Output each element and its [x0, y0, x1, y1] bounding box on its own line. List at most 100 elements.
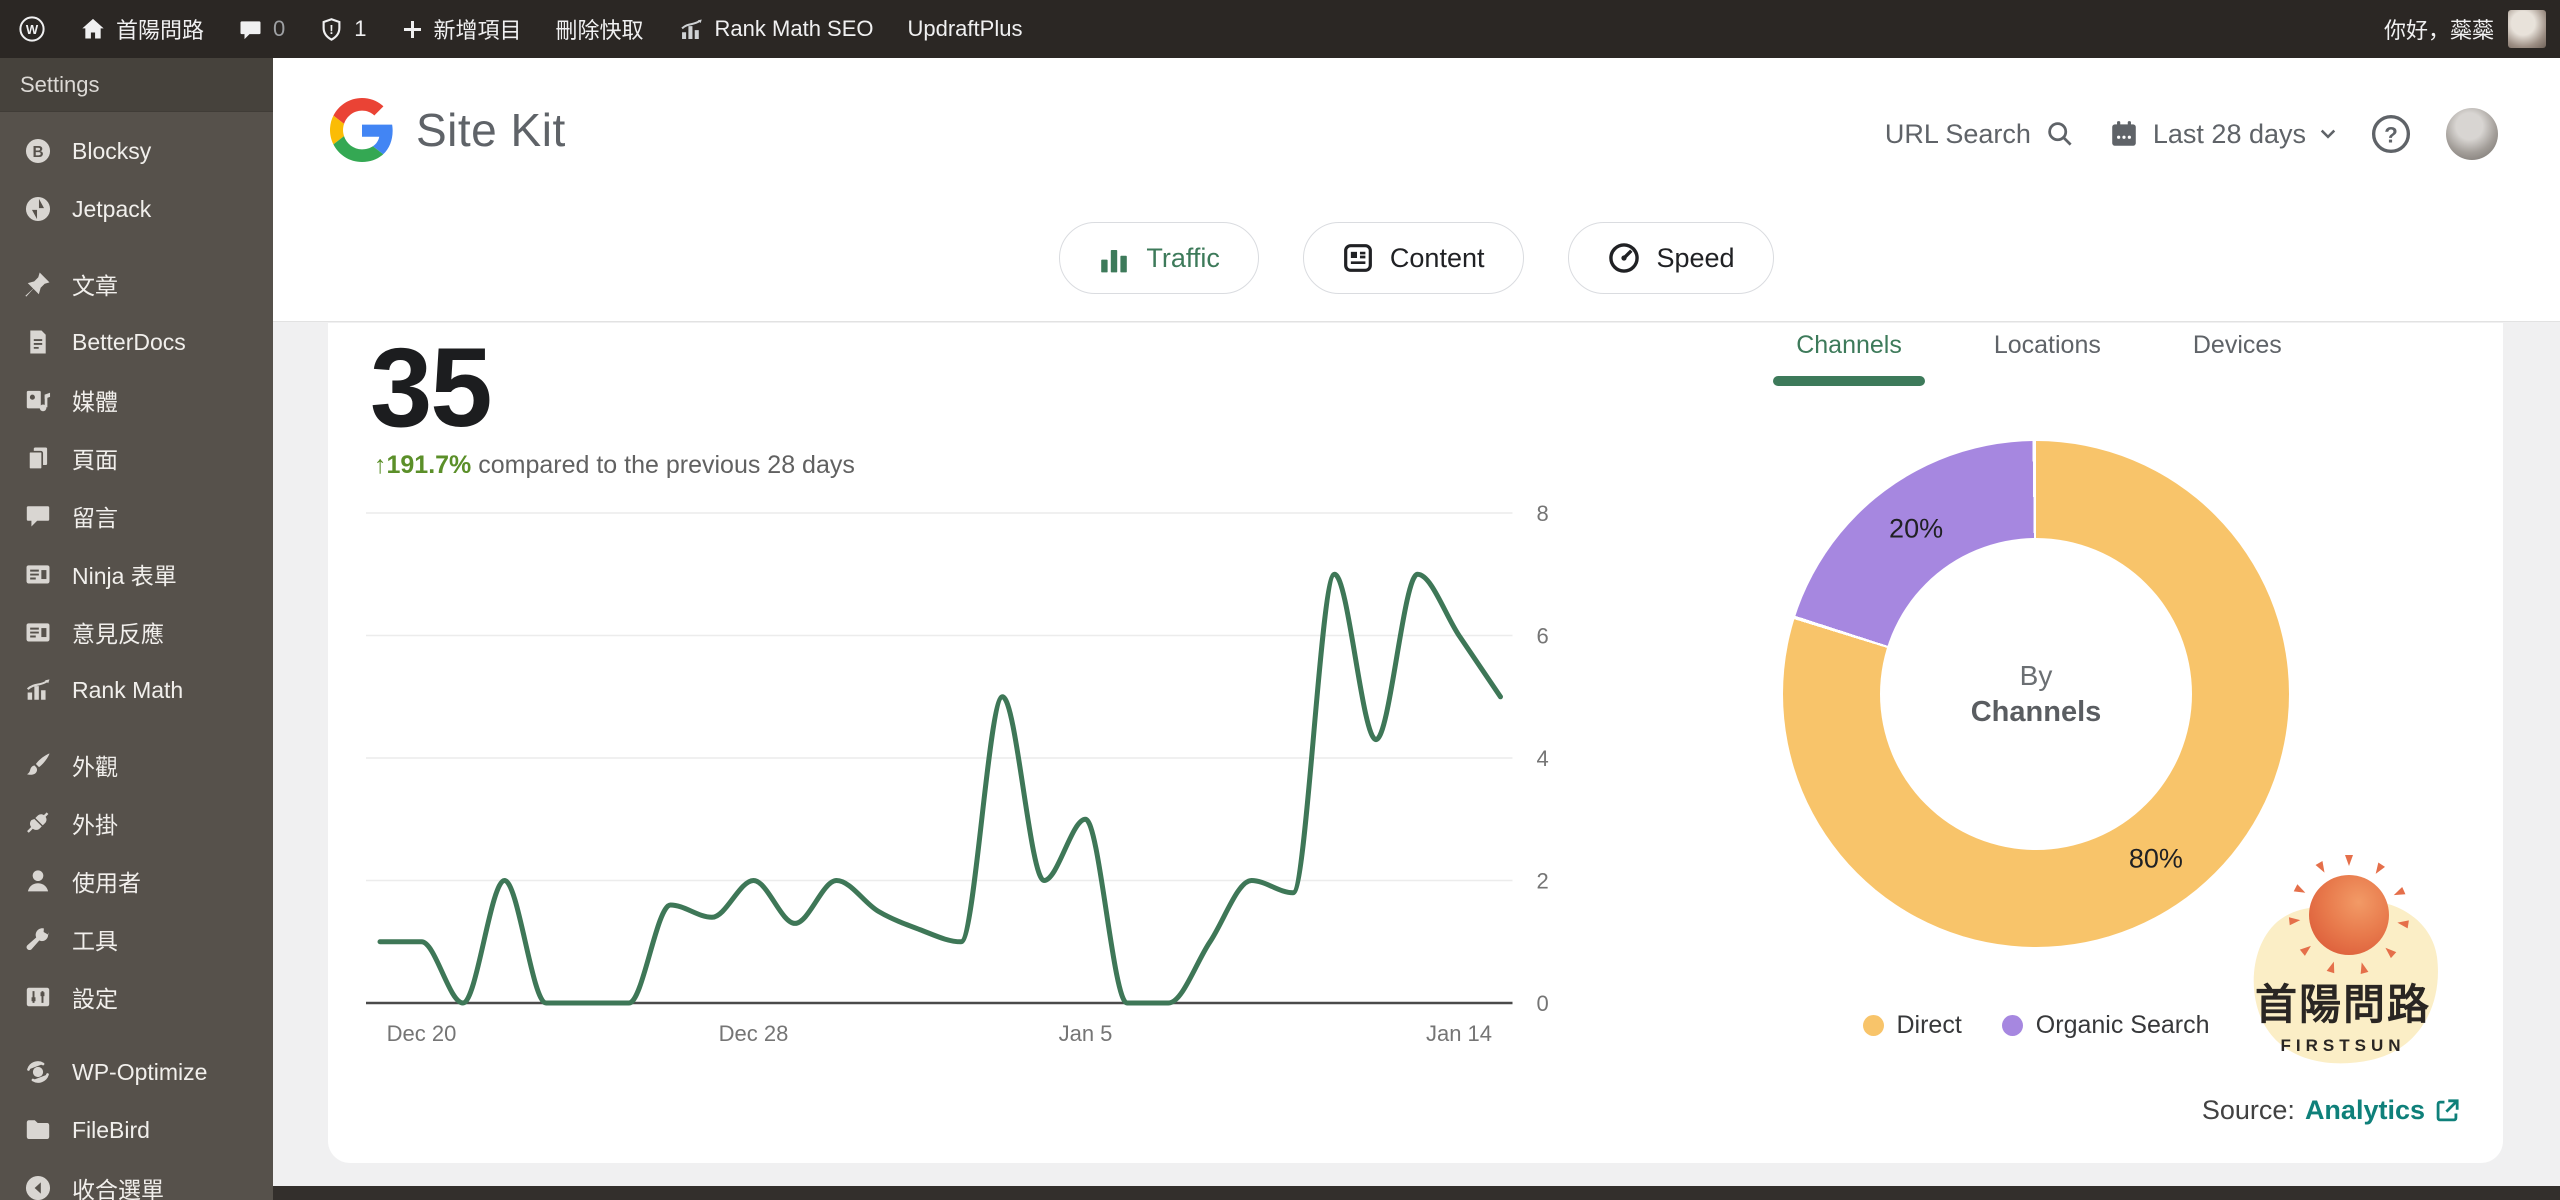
tab-locations[interactable]: Locations — [1994, 331, 2101, 386]
folder-icon — [24, 1116, 52, 1144]
tab-content[interactable]: Content — [1302, 222, 1524, 294]
sidebar-item-label: BetterDocs — [72, 328, 186, 355]
sidebar-item-plugins[interactable]: 外掛 — [0, 794, 273, 852]
svg-text:首陽問路: 首陽問路 — [2255, 981, 2431, 1028]
svg-text:B: B — [32, 144, 43, 161]
sidebar-item-appearance[interactable]: 外觀 — [0, 736, 273, 794]
blocksy-icon: B — [24, 137, 52, 165]
tab-channels-label: Channels — [1796, 331, 1902, 359]
source-attribution: Source: Analytics — [2202, 1095, 2461, 1126]
tab-devices[interactable]: Devices — [2193, 331, 2282, 386]
tab-speed[interactable]: Speed — [1567, 222, 1774, 294]
product-title: Site Kit — [416, 104, 566, 156]
wrench-icon — [24, 925, 52, 953]
legend-item-direct: Direct — [1862, 1011, 1962, 1040]
comment-icon — [24, 502, 52, 530]
sidebar-item-label: Jetpack — [72, 195, 152, 222]
comments-indicator[interactable]: 0 — [238, 16, 285, 42]
wp-optimize-icon — [24, 1058, 52, 1086]
alerts-count: 1 — [354, 16, 367, 41]
sidebar-item-posts[interactable]: 文章 — [0, 255, 273, 313]
change-percent: 191.7% — [386, 451, 472, 479]
tab-traffic[interactable]: Traffic — [1059, 222, 1259, 294]
analytics-card: 35 ↑191.7% compared to the previous 28 d… — [328, 323, 2503, 1163]
wordpress-logo-menu[interactable]: W — [18, 15, 46, 43]
calendar-icon — [2112, 121, 2136, 146]
rank-math-menu[interactable]: Rank Math SEO — [678, 16, 874, 43]
collapse-arrow-icon — [24, 1174, 52, 1200]
sidebar-item-tools[interactable]: 工具 — [0, 910, 273, 968]
security-alerts[interactable]: ! 1 — [319, 16, 367, 42]
sidebar-item-filebird[interactable]: FileBird — [0, 1101, 273, 1159]
pushpin-icon — [24, 270, 52, 298]
donut-slice-label-organic: 20% — [1889, 513, 1944, 544]
help-button[interactable]: ? — [2370, 113, 2412, 155]
new-item-label: 新增項目 — [433, 18, 522, 43]
total-visitors-value: 35 — [370, 325, 493, 450]
sidebar-item-label: Rank Math — [72, 676, 184, 703]
trend-up-arrow: ↑ — [374, 451, 387, 479]
user-greeting[interactable]: 你好，蘂蘂 — [2383, 18, 2494, 43]
sliders-icon — [24, 983, 52, 1011]
pages-icon — [24, 444, 52, 472]
url-search-button[interactable]: URL Search — [1885, 119, 2075, 150]
svg-text:4: 4 — [1537, 746, 1549, 771]
legend-label-organic: Organic Search — [2035, 1011, 2210, 1039]
clear-cache-menu[interactable]: 刪除快取 — [556, 13, 644, 45]
site-name-link[interactable]: 首陽問路 — [80, 13, 204, 45]
sidebar-item-media[interactable]: 媒體 — [0, 371, 273, 429]
admin-sidebar: Settings B Blocksy Jetpack 文章 BetterDocs… — [0, 58, 273, 1200]
sidebar-item-label: 文章 — [72, 273, 118, 299]
svg-text:W: W — [26, 22, 39, 37]
sidebar-item-jetpack[interactable]: Jetpack — [0, 180, 273, 238]
sidebar-item-label: 外觀 — [72, 754, 118, 780]
new-item-menu[interactable]: 新增項目 — [401, 13, 522, 45]
admin-avatar[interactable] — [2508, 10, 2546, 48]
date-range-selector[interactable]: Last 28 days — [2109, 119, 2336, 150]
sidebar-item-label: 媒體 — [72, 389, 118, 415]
sidebar-item-settings-header[interactable]: Settings — [0, 58, 273, 112]
breakdown-tabs: Channels Locations Devices — [1739, 331, 2339, 386]
sidebar-item-collapse-menu[interactable]: 收合選單 — [0, 1159, 273, 1200]
plug-icon — [24, 809, 52, 837]
sidebar-item-label: 設定 — [72, 986, 118, 1012]
sidebar-item-wp-optimize[interactable]: WP-Optimize — [0, 1043, 273, 1101]
sidebar-item-ninja-forms[interactable]: Ninja 表單 — [0, 545, 273, 603]
updraftplus-menu[interactable]: UpdraftPlus — [908, 16, 1023, 42]
form-icon — [24, 560, 52, 588]
user-avatar[interactable] — [2446, 108, 2498, 160]
donut-slice-label-direct: 80% — [2128, 843, 2183, 874]
sidebar-item-settings[interactable]: 設定 — [0, 968, 273, 1026]
tab-channels[interactable]: Channels — [1796, 331, 1902, 386]
visitors-line-chart[interactable]: 0 2 4 6 8 Dec 20 Dec 28 Jan 5 Jan 14 — [358, 493, 1598, 1073]
settings-header-label: Settings — [20, 71, 100, 97]
source-label: Source: — [2201, 1095, 2295, 1125]
svg-text:8: 8 — [1537, 501, 1549, 526]
site-kit-logo: Site Kit — [330, 98, 566, 162]
analytics-source-link[interactable]: Analytics — [2305, 1095, 2461, 1126]
user-icon — [24, 867, 52, 895]
sidebar-item-blocksy[interactable]: B Blocksy — [0, 122, 273, 180]
sidebar-item-label: 留言 — [72, 505, 118, 531]
comment-icon — [240, 20, 261, 39]
firstsun-watermark-logo: 首陽問路 FIRSTSUN — [2253, 855, 2438, 1064]
rank-math-chart-icon — [680, 19, 702, 39]
sidebar-item-comments[interactable]: 留言 — [0, 487, 273, 545]
rank-math-label: Rank Math SEO — [714, 16, 874, 41]
sidebar-item-feedback[interactable]: 意見反應 — [0, 603, 273, 661]
sidebar-item-pages[interactable]: 頁面 — [0, 429, 273, 487]
legend-dot-organic — [2001, 1015, 2023, 1036]
legend-item-organic: Organic Search — [2001, 1011, 2210, 1040]
media-icon — [24, 386, 52, 414]
sidebar-item-betterdocs[interactable]: BetterDocs — [0, 313, 273, 371]
channels-donut-chart[interactable]: 80% 20% By Channels — [1783, 441, 2289, 947]
tab-locations-label: Locations — [1993, 331, 2101, 359]
svg-text:0: 0 — [1537, 991, 1549, 1016]
sidebar-item-users[interactable]: 使用者 — [0, 852, 273, 910]
svg-text:Dec 20: Dec 20 — [387, 1021, 457, 1046]
donut-legend: Direct Organic Search — [1783, 1011, 2289, 1040]
sidebar-item-label: Ninja 表單 — [72, 563, 177, 589]
sidebar-item-rank-math[interactable]: Rank Math — [0, 661, 273, 719]
help-icon: ? — [2371, 114, 2411, 154]
chevron-down-icon — [2320, 129, 2336, 139]
